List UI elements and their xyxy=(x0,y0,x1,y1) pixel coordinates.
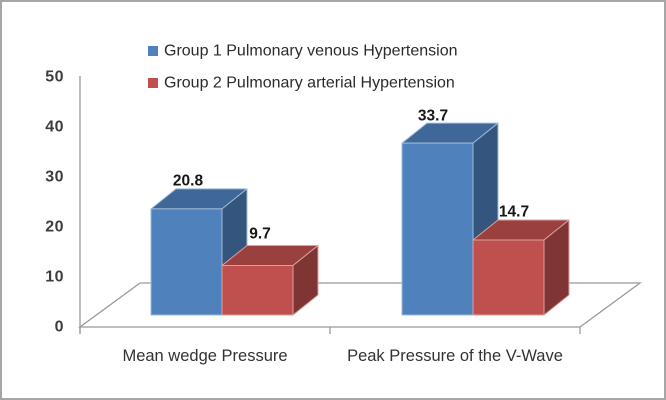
y-tick-label: 30 xyxy=(45,169,64,186)
legend: Group 1 Pulmonary venous Hypertension Gr… xyxy=(148,43,458,92)
data-label-group2-cat2: 14.7 xyxy=(499,204,529,221)
x-axis-ticks xyxy=(79,327,581,334)
category-label-2: Peak Pressure of the V-Wave xyxy=(347,347,563,365)
x-axis-labels: Mean wedge Pressure Peak Pressure of the… xyxy=(122,347,562,365)
y-tick-label: 40 xyxy=(45,119,64,136)
bar-front-face xyxy=(401,142,474,316)
y-axis: 0 10 20 30 40 50 xyxy=(45,69,81,336)
bars-layer xyxy=(150,122,570,316)
bar-front-face xyxy=(150,208,223,316)
legend-label-series1: Group 1 Pulmonary venous Hypertension xyxy=(164,43,458,60)
data-label-group2-cat1: 9.7 xyxy=(249,226,271,243)
data-label-group1-cat2: 33.7 xyxy=(418,108,448,125)
bar-series2-cat1 xyxy=(221,245,319,316)
legend-swatch-series1 xyxy=(148,46,158,56)
data-label-group1-cat1: 20.8 xyxy=(173,173,204,190)
category-label-1: Mean wedge Pressure xyxy=(122,347,287,365)
bar-front-face xyxy=(221,265,294,316)
legend-swatch-series2 xyxy=(148,78,158,88)
bar-series2-cat2 xyxy=(472,219,570,316)
data-labels: 20.8 9.7 33.7 14.7 xyxy=(173,108,529,243)
y-tick-label: 50 xyxy=(45,69,64,86)
y-tick-label: 0 xyxy=(55,319,64,336)
y-tick-label: 10 xyxy=(45,269,64,286)
y-tick-label: 20 xyxy=(45,219,64,236)
y-axis-labels: 0 10 20 30 40 50 xyxy=(45,69,64,336)
legend-label-series2: Group 2 Pulmonary arterial Hypertension xyxy=(164,75,455,92)
bar-front-face xyxy=(472,239,545,316)
